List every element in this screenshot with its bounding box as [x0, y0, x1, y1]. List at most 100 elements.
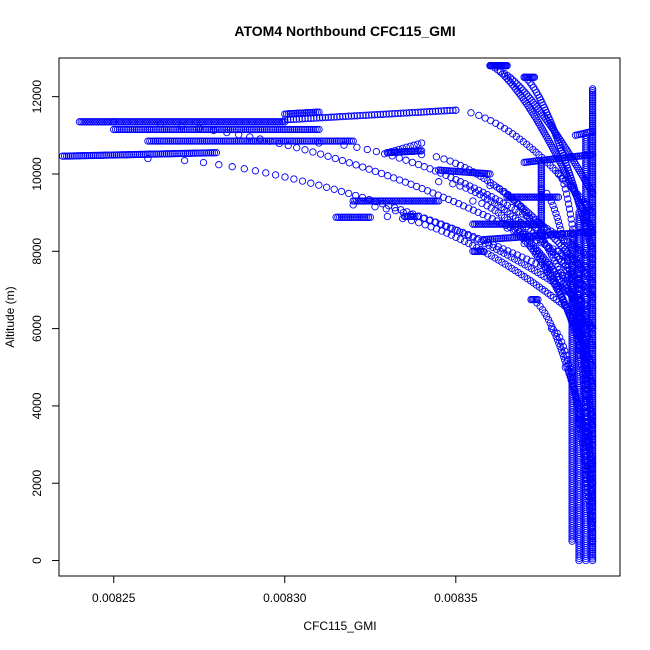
data-point: [305, 125, 314, 134]
data-point: [66, 152, 74, 160]
data-point: [554, 193, 563, 201]
data-point: [270, 125, 278, 134]
data-point: [588, 194, 597, 202]
data-point: [155, 137, 163, 145]
data-point: [91, 151, 99, 160]
data-point: [123, 125, 131, 134]
data-point: [543, 159, 552, 167]
data-point: [545, 228, 553, 237]
data-point: [383, 212, 392, 221]
data-point: [524, 76, 532, 84]
data-point: [245, 125, 253, 134]
data-point: [149, 137, 158, 145]
data-point: [588, 156, 597, 164]
data-point: [582, 381, 590, 389]
data-point: [588, 527, 597, 536]
data-point: [513, 80, 521, 88]
data-point: [444, 195, 453, 204]
data-point: [469, 241, 477, 250]
data-point: [440, 155, 448, 163]
data-point: [571, 245, 579, 253]
data-point: [304, 137, 312, 145]
data-point: [561, 185, 570, 193]
data-point: [565, 205, 574, 213]
data-point: [240, 165, 248, 173]
data-point: [586, 185, 594, 193]
data-point: [132, 125, 140, 134]
data-point: [557, 241, 565, 250]
data-point: [443, 229, 451, 237]
data-point: [249, 125, 257, 134]
data-point: [350, 213, 358, 221]
data-point: [456, 178, 465, 186]
data-point: [105, 118, 113, 126]
data-point: [294, 137, 303, 145]
data-point: [279, 137, 288, 145]
data-point: [515, 200, 523, 209]
data-point: [537, 185, 545, 194]
data-point: [561, 144, 570, 152]
data-point: [467, 186, 475, 194]
data-point: [437, 107, 445, 115]
data-point: [588, 127, 597, 136]
data-point: [519, 221, 528, 229]
data-point: [456, 228, 464, 236]
data-point: [203, 149, 211, 157]
data-point: [318, 114, 327, 122]
data-point: [145, 125, 154, 134]
data-point: [101, 151, 109, 159]
data-point: [417, 197, 425, 205]
data-point: [522, 207, 530, 215]
data-point: [492, 220, 500, 228]
data-point: [395, 145, 403, 154]
data-point: [506, 218, 514, 226]
data-point: [542, 131, 550, 139]
data-point: [370, 111, 379, 119]
data-point: [172, 149, 180, 158]
data-point: [520, 205, 528, 213]
data-point: [580, 175, 588, 183]
data-point: [583, 272, 592, 280]
y-tick-label: 10000: [30, 157, 44, 191]
data-point: [155, 125, 163, 134]
data-point: [298, 177, 307, 185]
data-point: [408, 197, 417, 205]
data-point: [140, 125, 148, 134]
data-point: [588, 119, 597, 128]
data-point: [584, 488, 592, 496]
data-point: [588, 88, 597, 97]
data-point: [382, 110, 390, 118]
data-point: [189, 137, 197, 145]
data-point: [78, 152, 86, 160]
data-point: [298, 125, 306, 134]
data-point: [534, 118, 543, 127]
data-point: [537, 198, 545, 206]
data-point: [294, 125, 302, 134]
data-point: [264, 125, 272, 134]
data-point: [550, 205, 559, 214]
data-point: [573, 323, 581, 331]
data-point: [304, 125, 312, 134]
data-point: [549, 233, 557, 241]
data-point: [532, 102, 541, 111]
data-point: [511, 78, 519, 86]
data-point: [134, 125, 142, 134]
data-point: [229, 137, 237, 145]
data-point: [560, 257, 568, 265]
data-point: [580, 360, 589, 368]
data-point: [551, 235, 559, 243]
data-point: [580, 452, 588, 461]
data-point: [243, 125, 252, 134]
data-point: [558, 349, 567, 357]
data-point: [572, 250, 580, 258]
data-point: [588, 103, 597, 111]
data-point: [290, 125, 299, 134]
data-point: [338, 137, 346, 145]
data-point: [128, 150, 136, 159]
data-point: [417, 108, 425, 116]
data-point: [530, 245, 538, 253]
data-point: [372, 147, 381, 156]
data-point: [588, 340, 597, 348]
data-point: [296, 137, 305, 145]
data-point: [567, 369, 575, 377]
